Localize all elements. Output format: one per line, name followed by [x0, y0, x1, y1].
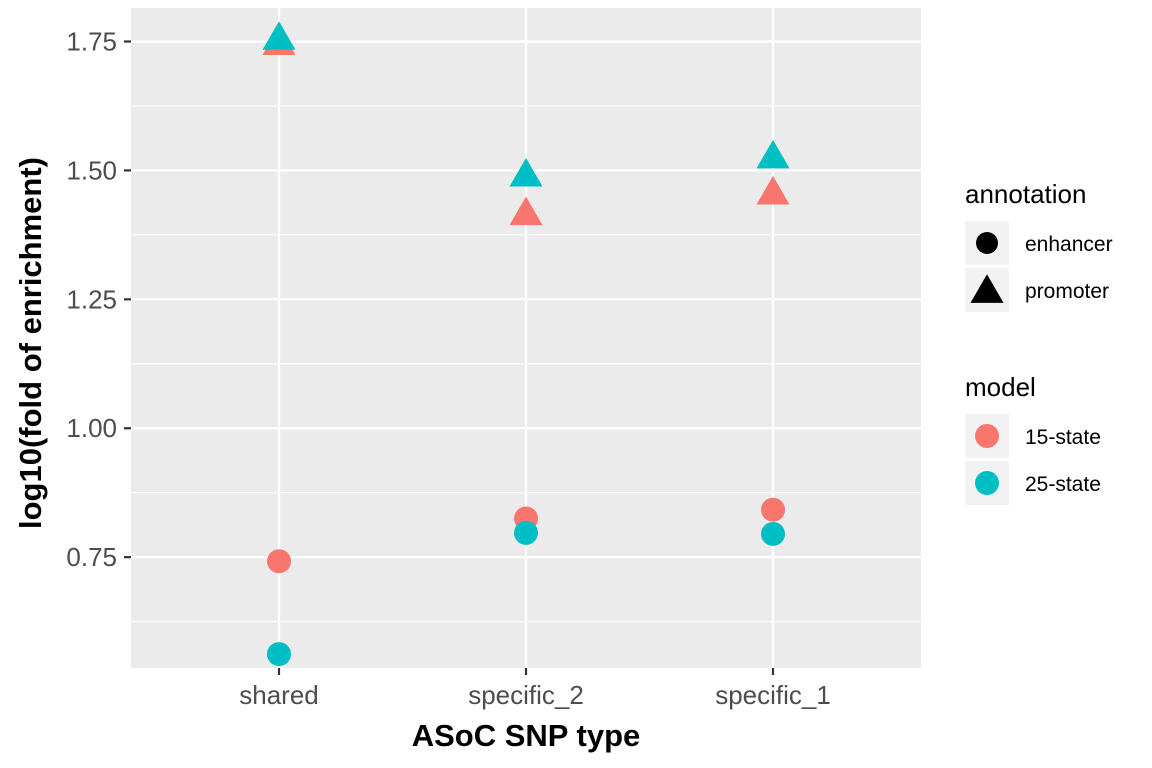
legend-key-circle: [975, 424, 999, 448]
legend-key-circle: [975, 471, 999, 495]
x-axis-title: ASoC SNP type: [412, 718, 641, 753]
legend-label: enhancer: [1025, 233, 1113, 256]
x-tick-label: shared: [239, 680, 319, 710]
axis-ticks: [124, 40, 775, 675]
legends: annotation enhancer promoter model 15-state 2…: [965, 179, 1113, 505]
data-point-triangle: [756, 139, 790, 169]
data-point-circle: [761, 521, 785, 546]
data-point-circle: [761, 497, 785, 522]
data-point-circle: [514, 520, 538, 545]
y-axis-title: log10(fold of enrichment): [13, 157, 48, 529]
y-tick-label: 1.75: [66, 27, 117, 57]
y-tick-label: 0.75: [66, 542, 117, 572]
y-tick-label: 1.00: [66, 413, 117, 443]
x-tick-labels: shared specific_2 specific_1: [239, 680, 831, 710]
legend-key-triangle: [970, 274, 1004, 303]
legend-label: promoter: [1025, 280, 1109, 303]
data-point-circle: [267, 549, 291, 574]
data-point-triangle: [509, 157, 543, 187]
data-point-triangle: [509, 196, 543, 226]
data-point-circle: [267, 642, 291, 667]
legend-label: 15-state: [1025, 426, 1101, 449]
legend-label: 25-state: [1025, 473, 1101, 496]
y-tick-label: 1.50: [66, 155, 117, 185]
data-point-triangle: [262, 21, 296, 50]
legend-title-model: model: [965, 372, 1036, 402]
x-tick-label: specific_2: [468, 680, 584, 710]
data-points: [262, 21, 790, 667]
y-tick-label: 1.25: [66, 284, 117, 314]
legend-key-circle: [976, 232, 998, 254]
legend-title-annotation: annotation: [965, 179, 1086, 209]
data-point-triangle: [756, 175, 790, 205]
x-tick-label: specific_1: [715, 680, 831, 710]
y-tick-labels: 0.75 1.00 1.25 1.50 1.75: [66, 27, 117, 573]
